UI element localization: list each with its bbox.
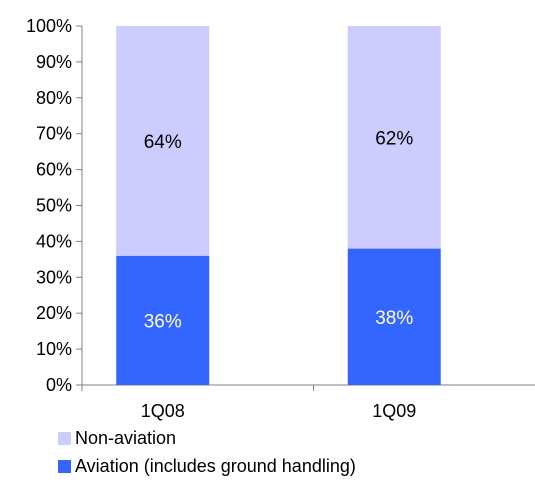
legend-swatch-non-aviation [58, 432, 71, 445]
legend: Non-aviation Aviation (includes ground h… [58, 428, 356, 484]
y-tick-label: 90% [36, 52, 72, 72]
data-label: 64% [144, 132, 182, 153]
x-category-label: 1Q09 [372, 401, 416, 421]
y-tick-label: 40% [36, 231, 72, 251]
y-tick-label: 0% [46, 375, 72, 395]
legend-swatch-aviation [58, 460, 71, 473]
y-tick-label: 20% [36, 303, 72, 323]
y-tick-label: 60% [36, 160, 72, 180]
legend-label-aviation: Aviation (includes ground handling) [75, 456, 356, 477]
y-axis-ticks: 0% 10% 20% 30% 40% 50% 60% 70% 80% 90% 100% [26, 16, 82, 395]
data-label: 62% [375, 128, 413, 149]
data-label: 38% [375, 308, 413, 329]
data-label: 36% [144, 311, 182, 332]
y-tick-label: 70% [36, 124, 72, 144]
x-labels-group: 1Q08 1Q09 [141, 401, 417, 421]
y-tick-label: 80% [36, 88, 72, 108]
legend-label-non-aviation: Non-aviation [75, 428, 176, 449]
x-axis-ticks [82, 385, 535, 391]
y-tick-label: 50% [36, 196, 72, 216]
legend-item-non-aviation: Non-aviation [58, 428, 356, 448]
legend-item-aviation: Aviation (includes ground handling) [58, 456, 356, 476]
y-tick-label: 100% [26, 16, 72, 36]
y-tick-label: 10% [36, 339, 72, 359]
y-tick-label: 30% [36, 267, 72, 287]
x-category-label: 1Q08 [141, 401, 185, 421]
